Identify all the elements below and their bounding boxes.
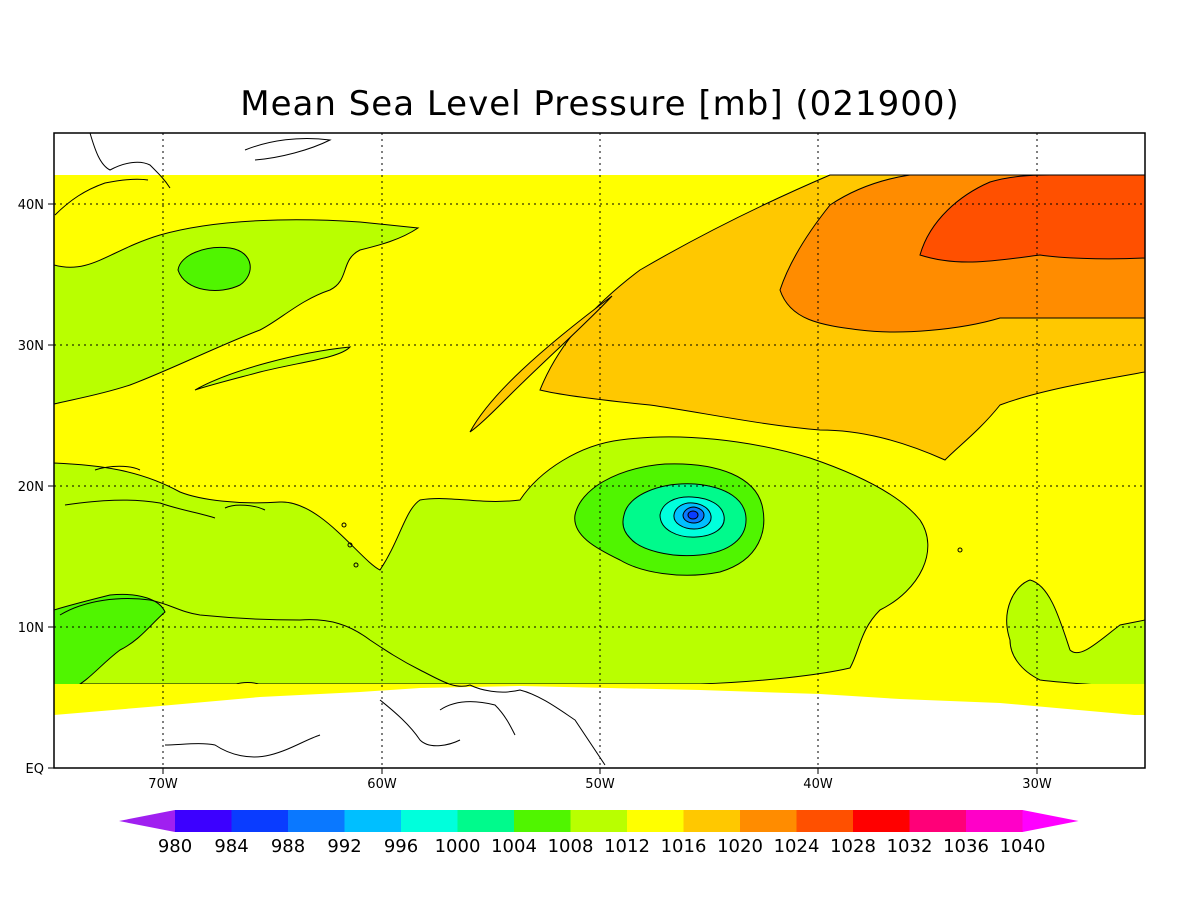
colorbar-label: 1040 (1000, 836, 1046, 857)
colorbar-arrow-high (1022, 810, 1079, 832)
colorbar-swatch (175, 810, 232, 832)
chart-title: Mean Sea Level Pressure [mb] (021900) (240, 84, 960, 124)
colorbar-label: 996 (384, 836, 418, 857)
colorbar-swatch (514, 810, 571, 832)
y-tick-labels: EQ 10N 20N 30N 40N (18, 198, 44, 777)
tick-marks (48, 203, 1038, 774)
colorbar-label: 1020 (717, 836, 763, 857)
colorbar-swatch (288, 810, 345, 832)
colorbar-label: 1012 (604, 836, 650, 857)
colorbar-label: 984 (214, 836, 248, 857)
x-tick-label: 30W (1022, 777, 1052, 792)
x-tick-label: 70W (148, 777, 178, 792)
colorbar-label: 1028 (830, 836, 876, 857)
colorbar-label: 1036 (943, 836, 989, 857)
colorbar-swatch (853, 810, 910, 832)
colorbar-label: 992 (327, 836, 361, 857)
colorbar-arrow-low (119, 810, 175, 832)
y-tick-label: 30N (18, 339, 44, 354)
contour-1008-nw (54, 219, 420, 405)
grid (54, 133, 1145, 768)
contour-1004-nw (177, 246, 251, 291)
x-tick-label: 50W (585, 777, 615, 792)
contour-1004-sw (54, 593, 166, 701)
colorbar: 980 984 988 992 996 1000 1004 1008 1012 1016 1020 1… (119, 810, 1079, 857)
contour-1008-streak (194, 346, 352, 391)
y-tick-label: 10N (18, 621, 44, 636)
colorbar-swatch (401, 810, 458, 832)
x-tick-label: 60W (367, 777, 397, 792)
x-tick-label: 40W (803, 777, 833, 792)
colorbar-swatch (570, 810, 628, 832)
colorbar-swatch (231, 810, 289, 832)
colorbar-swatch (344, 810, 402, 832)
colorbar-label: 988 (271, 836, 305, 857)
colorbar-swatch (796, 810, 854, 832)
contour-1016-streak (469, 295, 613, 433)
colorbar-swatch (966, 810, 1023, 832)
colorbar-label: 1016 (661, 836, 707, 857)
colorbar-label: 1004 (491, 836, 537, 857)
contour-1008-east (1006, 579, 1145, 691)
colorbar-label: 1032 (887, 836, 933, 857)
colorbar-swatch (683, 810, 741, 832)
colorbar-swatch (457, 810, 515, 832)
y-tick-label: 20N (18, 480, 44, 495)
colorbar-label: 1008 (548, 836, 594, 857)
low-center (687, 510, 699, 520)
colorbar-swatch (627, 810, 684, 832)
y-tick-label: 40N (18, 198, 44, 213)
y-tick-label: EQ (26, 762, 44, 777)
colorbar-label: 980 (158, 836, 192, 857)
map-field (54, 133, 1145, 768)
colorbar-label: 1024 (774, 836, 820, 857)
x-tick-labels: 70W 60W 50W 40W 30W (148, 777, 1052, 792)
colorbar-swatch (909, 810, 967, 832)
colorbar-swatch (740, 810, 797, 832)
colorbar-label: 1000 (435, 836, 481, 857)
coastlines (54, 133, 963, 766)
